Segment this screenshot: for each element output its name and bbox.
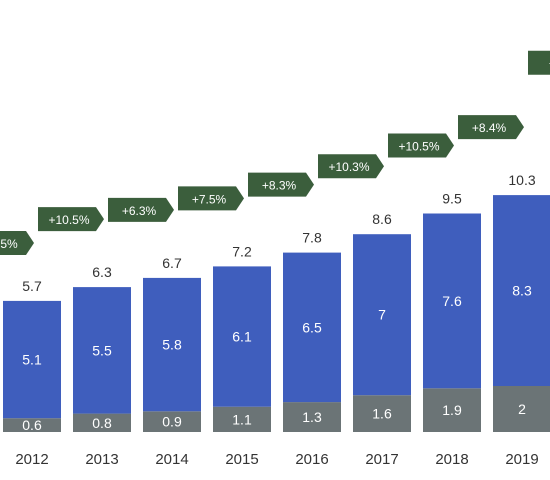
bar-segment-top-2014 [143,277,201,412]
bar-segment-bottom-2015 [213,406,271,432]
bar-segment-top-2018 [423,213,481,389]
data-label-bottom-2017: 1.6 [372,406,392,422]
x-tick-label-2014: 2014 [155,451,188,468]
growth-badge-2014-2015 [178,186,244,211]
bar-segment-top-2017 [353,234,411,396]
total-label-2017: 8.6 [372,211,392,227]
bar-segment-top-2016 [283,252,341,403]
growth-badge-2013-2014 [108,197,174,222]
bar-segment-bottom-2014 [143,411,201,432]
data-label-bottom-2018: 1.9 [442,402,462,418]
total-label-2015: 7.2 [232,243,252,259]
x-tick-label-2012: 2012 [15,451,48,468]
growth-badge-2018-2019 [458,115,524,140]
x-tick-label-2013: 2013 [85,451,118,468]
total-label-2019: 10.3 [508,172,535,188]
bars-layer [3,195,550,432]
data-label-top-2013: 5.5 [92,342,112,358]
data-label-bottom-2012: 0.6 [22,417,42,433]
data-label-bottom-2015: 1.1 [232,411,252,427]
data-label-bottom-2019: 2 [518,401,526,417]
bar-segment-top-2013 [73,287,131,414]
bar-segment-bottom-2013 [73,413,131,432]
total-label-2018: 9.5 [442,191,462,207]
growth-label-2011-2012: 5% [0,237,18,251]
bar-segment-bottom-2019 [493,386,550,432]
growth-label-2017-2018: +10.5% [398,140,439,154]
labels-layer: 0.6 5.1 5.7 0.8 5.5 6.3 0.9 5.8 6.7 1.1 6.1 7.2 1.3 6… [22,172,536,433]
growth-label-2013-2014: +6.3% [122,204,157,218]
x-tick-label-2016: 2016 [295,451,328,468]
growth-label-2012-2013: +10.5% [48,213,89,227]
data-label-bottom-2016: 1.3 [302,409,322,425]
data-label-top-2014: 5.8 [162,337,182,353]
bar-segment-top-2012 [3,300,61,419]
data-label-bottom-2013: 0.8 [92,415,112,431]
data-label-bottom-2014: 0.9 [162,414,182,430]
growth-badge-2015-2016 [248,172,314,197]
bar-segment-bottom-2016 [283,402,341,432]
total-label-2012: 5.7 [22,278,42,294]
growth-badge-2011-2012 [0,231,34,255]
bar-segment-top-2015 [213,266,271,407]
x-axis: 201220132014201520162017201820192020 [15,451,538,468]
data-label-top-2016: 6.5 [302,319,322,335]
x-tick-label-2015: 2015 [225,451,258,468]
data-label-top-2017: 7 [378,307,386,323]
total-label-2013: 6.3 [92,264,112,280]
growth-label-2016-2017: +10.3% [328,160,369,174]
total-label-2014: 6.7 [162,255,182,271]
data-label-top-2012: 5.1 [22,352,42,368]
x-tick-label-2019: 2019 [505,451,538,468]
bar-segment-bottom-2017 [353,395,411,432]
data-label-top-2015: 6.1 [232,329,252,345]
x-tick-label-2017: 2017 [365,451,398,468]
growth-badge-2017-2018 [388,133,454,158]
growth-label-2015-2016: +8.3% [262,179,297,193]
growth-label-2018-2019: +8.4% [472,121,507,135]
bar-segment-bottom-2012 [3,418,61,432]
growth-badge-2012-2013 [38,207,104,232]
x-tick-label-2018: 2018 [435,451,468,468]
bar-segment-bottom-2018 [423,388,481,432]
bar-segment-top-2019 [493,195,550,386]
growth-label-2019-2020: +27 [549,57,550,71]
data-label-top-2019: 8.3 [512,283,532,299]
data-label-top-2018: 7.6 [442,293,462,309]
total-label-2016: 7.8 [302,230,322,246]
growth-badge-2019-2020 [528,50,550,75]
growth-badges-layer: 5% +10.5% +6.3% +7.5% +8.3% +10.3% +10.5% +8.4%… [0,50,550,255]
growth-label-2014-2015: +7.5% [192,192,227,206]
growth-badge-2016-2017 [318,154,384,179]
